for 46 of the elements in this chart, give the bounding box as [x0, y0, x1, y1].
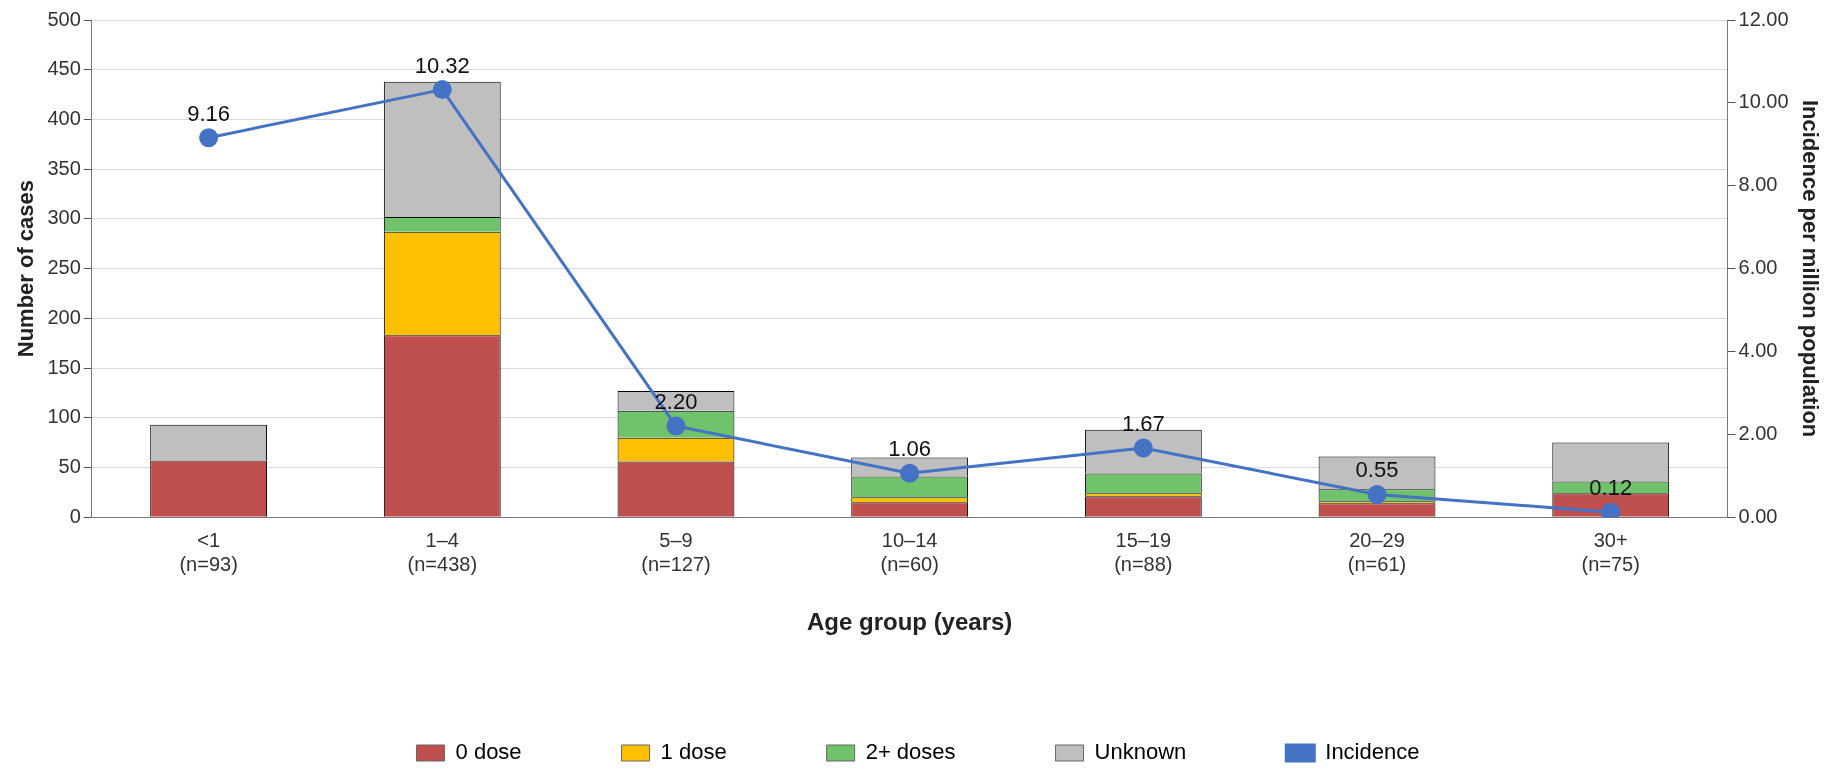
x-tick-label: 20–29 (n=61)	[1347, 528, 1407, 575]
legend-label: Unknown	[1094, 739, 1187, 765]
x-tick-label: 15–19 (n=88)	[1114, 528, 1173, 575]
y2-tick-label: 4.00	[1738, 338, 1778, 361]
y-tick-label: 50	[58, 455, 81, 477]
y2-tick-label: 12.00	[1738, 7, 1789, 30]
point	[666, 416, 686, 436]
point	[199, 128, 219, 148]
x-axis-title: Age group (years)	[806, 608, 1013, 636]
y2-tick-label: 10.00	[1738, 90, 1789, 113]
y-tick-label: 250	[47, 256, 81, 279]
y2-tick-label: 0.00	[1738, 504, 1778, 527]
legend-label: Incidence	[1325, 739, 1420, 765]
y-tick-label: 100	[47, 405, 81, 428]
y2-tick-label: 8.00	[1738, 173, 1778, 196]
data-label: 1.67	[1121, 411, 1165, 437]
x-tick-label: 5–9 (n=127)	[641, 528, 711, 575]
y-axis-title: Number of cases	[13, 179, 39, 358]
y-tick-label: 0	[69, 504, 81, 527]
y-tick-label: 400	[47, 106, 81, 129]
y2-tick-label: 2.00	[1738, 421, 1778, 444]
y-tick-label: 150	[47, 355, 81, 378]
legend-label: 0 dose	[455, 739, 522, 765]
y-tick-label: 300	[47, 206, 81, 229]
y-tick-label: 450	[47, 57, 81, 80]
legend-label: 2+ doses	[865, 739, 956, 765]
data-label: 9.16	[187, 100, 231, 126]
data-label: 1.06	[888, 436, 932, 462]
point	[432, 80, 452, 100]
point	[900, 463, 920, 483]
point	[1601, 502, 1621, 518]
data-label: 10.32	[414, 52, 470, 78]
x-tick-label: 10–14 (n=60)	[880, 528, 939, 575]
y-tick-label: 200	[47, 305, 81, 328]
point	[1367, 484, 1387, 504]
x-tick-label: 30+ (n=75)	[1581, 528, 1640, 575]
y-tick-label: 500	[47, 7, 81, 30]
data-label: 0.12	[1589, 475, 1633, 501]
x-tick-label: <1 (n=93)	[179, 528, 238, 575]
legend-label: 1 dose	[660, 739, 727, 765]
x-tick-label: 1–4 (n=438)	[407, 528, 478, 575]
data-label: 0.55	[1355, 457, 1399, 483]
y2-axis-title: Incidence per million population	[1797, 99, 1823, 438]
point	[1133, 438, 1153, 458]
y-tick-label: 350	[47, 156, 81, 179]
y2-tick-label: 6.00	[1738, 256, 1778, 279]
